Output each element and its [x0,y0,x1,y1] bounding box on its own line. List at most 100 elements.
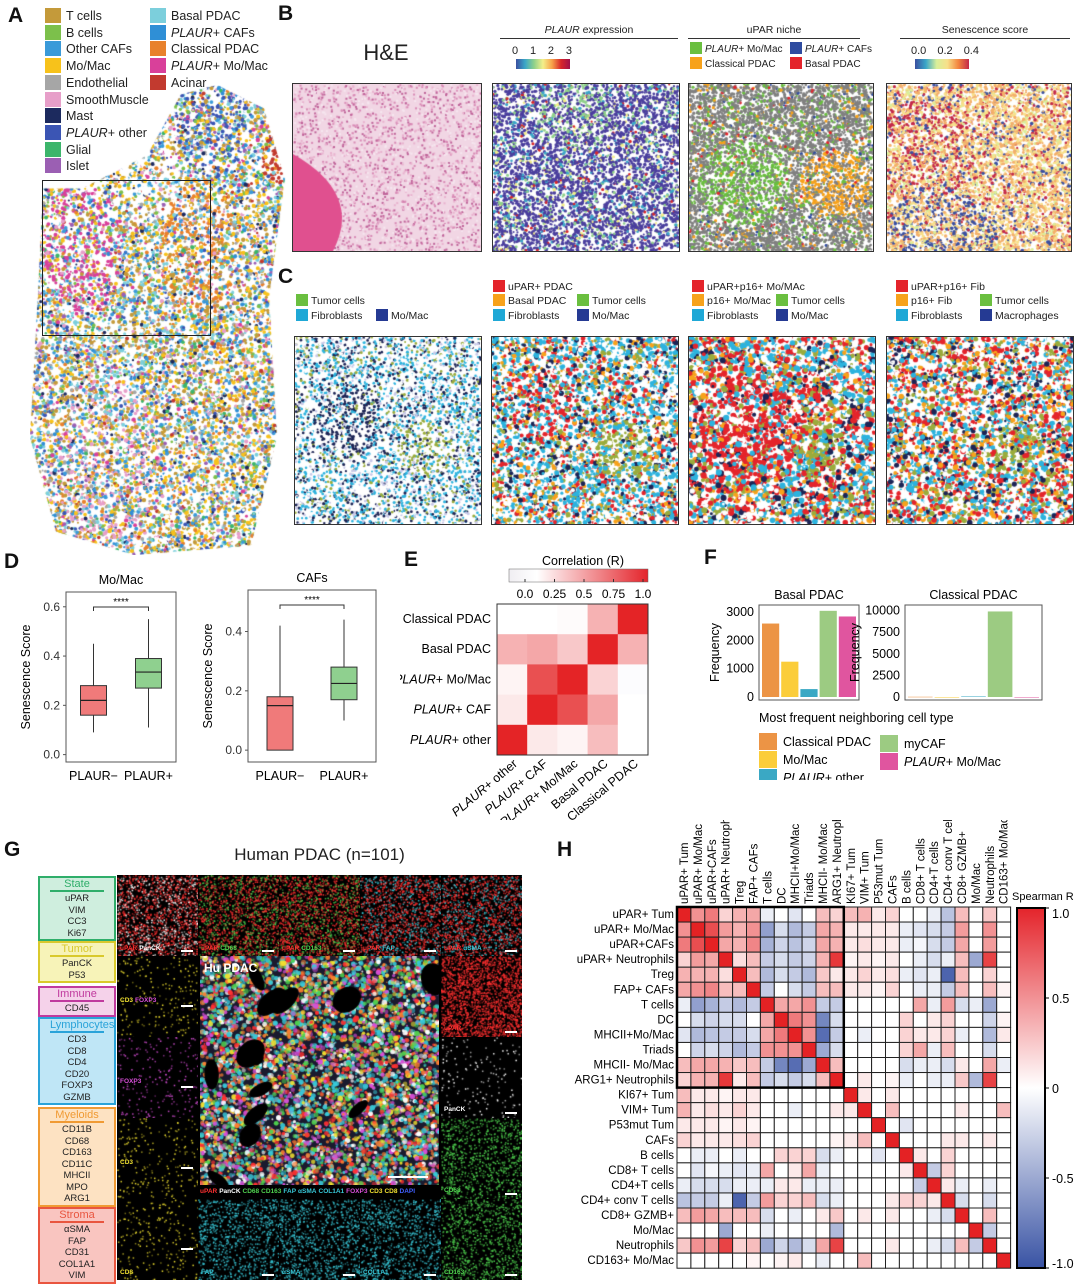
legend-swatch [45,8,61,23]
colorbar-tick-label: 1.0 [635,587,652,601]
plaur-expression-map [492,83,680,252]
heatmap-cell [718,1072,734,1089]
heatmap-cell [857,996,873,1013]
channel-label: CD8 [384,1188,398,1195]
heatmap-cell [982,1207,998,1224]
heatmap-cell [968,1072,984,1089]
legend-item-basal-pdac: Basal PDAC [150,8,240,23]
heatmap-cell [815,966,831,983]
heatmap-cell [926,1177,942,1194]
heatmap-cell [690,1207,706,1224]
legend-swatch [150,24,166,40]
heatmap-cell [746,996,761,1013]
heatmap-cell [968,1102,984,1119]
legend-label: B cells [66,25,103,40]
heatmap-cell [829,1102,845,1119]
heatmap-cell [940,1057,956,1074]
heatmap-cell [996,1057,1012,1074]
heatmap-cell [898,1011,914,1028]
panel-g-title: Human PDAC (n=101) [234,845,405,864]
heatmap-cell [801,1162,817,1179]
heatmap-cell [871,1057,887,1074]
legend-item-plaur-mo-mac: PLAUR+ Mo/Mac [150,58,268,74]
scale-bar [505,1274,517,1276]
heatmap-cell [926,1041,942,1058]
heatmap-cell [497,694,528,726]
channel-label: CD3 [120,1158,134,1166]
heatmap-cell [954,951,970,968]
heatmap-cell [746,1147,761,1164]
heatmap-cell [968,996,984,1013]
heatmap-cell [912,1252,928,1269]
heatmap-cell [759,1222,775,1239]
channel-label: COL1A1 [318,1188,345,1195]
right-tile [441,1199,522,1280]
heatmap-cell [718,951,734,968]
channel-label: COL1A1 [363,1269,389,1276]
heatmap-cell [801,1057,817,1074]
heatmap-cell [718,1162,734,1179]
heatmap-cell [857,1147,873,1164]
heatmap-cell [829,1222,845,1239]
heatmap-cell [773,996,789,1013]
heatmap-cell [801,1026,817,1043]
panel-c-map-4 [886,336,1074,525]
legend-item-plaur-cafs: PLAUR+ CAFs [150,24,255,40]
heatmap-cell [773,1117,789,1134]
heatmap-cell [926,1057,942,1074]
heatmap-cell [926,906,942,923]
heatmap-cell [857,1177,873,1194]
row-label: Classical PDAC [403,612,491,626]
heatmap-cell [718,981,734,998]
heatmap-cell [954,1072,970,1089]
marker-name: CD3 [67,1034,87,1045]
heatmap-cell [732,1132,748,1149]
heatmap-cell [732,1147,748,1164]
heatmap-cell [773,1222,789,1239]
heatmap-cell [871,1102,887,1119]
row-label: CAFs [645,1135,674,1147]
legend-item-plaur-other: PLAUR+ other [759,769,864,780]
marker-group-title: Myeloids [50,1109,104,1123]
heatmap-cell [759,1026,775,1043]
heatmap-cell [982,1237,998,1254]
heatmap-cell [759,936,775,953]
heatmap-cell [759,1057,775,1074]
plot-title: Basal PDAC [774,588,843,602]
panel-c-legend-item: Fibroblasts [692,309,758,322]
legend-swatch [692,280,704,292]
heatmap-cell [704,1087,720,1104]
heatmap-cell [982,1041,998,1058]
legend-item-classical-pdac: Classical PDAC [759,733,871,750]
channel-label: uPAR [120,945,138,952]
heatmap-cell [815,951,831,968]
heatmap-cell [885,1237,900,1254]
legend-label: PLAUR+ Mo/Mac [904,755,1001,769]
heatmap-cell [912,1072,928,1089]
heatmap-cell [676,906,692,923]
colorbar-tick: 0 [512,45,519,57]
legend-swatch [759,751,777,768]
plot-frame [758,604,860,701]
right-tile [441,956,522,1037]
legend-item-b-cells: B cells [45,24,103,40]
panel-c-legend-item: Mo/Mac [376,309,428,322]
row-label: CD163+ Mo/Mac [587,1255,674,1267]
panel-c-map-2 [491,336,679,525]
marker-name: PanCK [61,958,93,969]
heatmap-cell [815,1177,831,1194]
heatmap-cell [704,1177,720,1194]
heatmap-cell [704,936,720,953]
heatmap-cell [773,1192,789,1209]
legend-swatch [896,309,908,321]
x-tick-label: PLAUR− [69,769,118,783]
y-tick-label: 0.4 [225,625,242,639]
legend-label: Basal PDAC [805,59,861,70]
heatmap-cell [898,1162,914,1179]
scale-bar [505,1112,517,1114]
heatmap-cell [982,1087,998,1104]
marker-name: COL1A1 [58,1258,96,1270]
tile-label: uPAR PanCK [120,945,163,952]
heatmap-cell [759,996,775,1013]
heatmap-cell [926,1162,942,1179]
